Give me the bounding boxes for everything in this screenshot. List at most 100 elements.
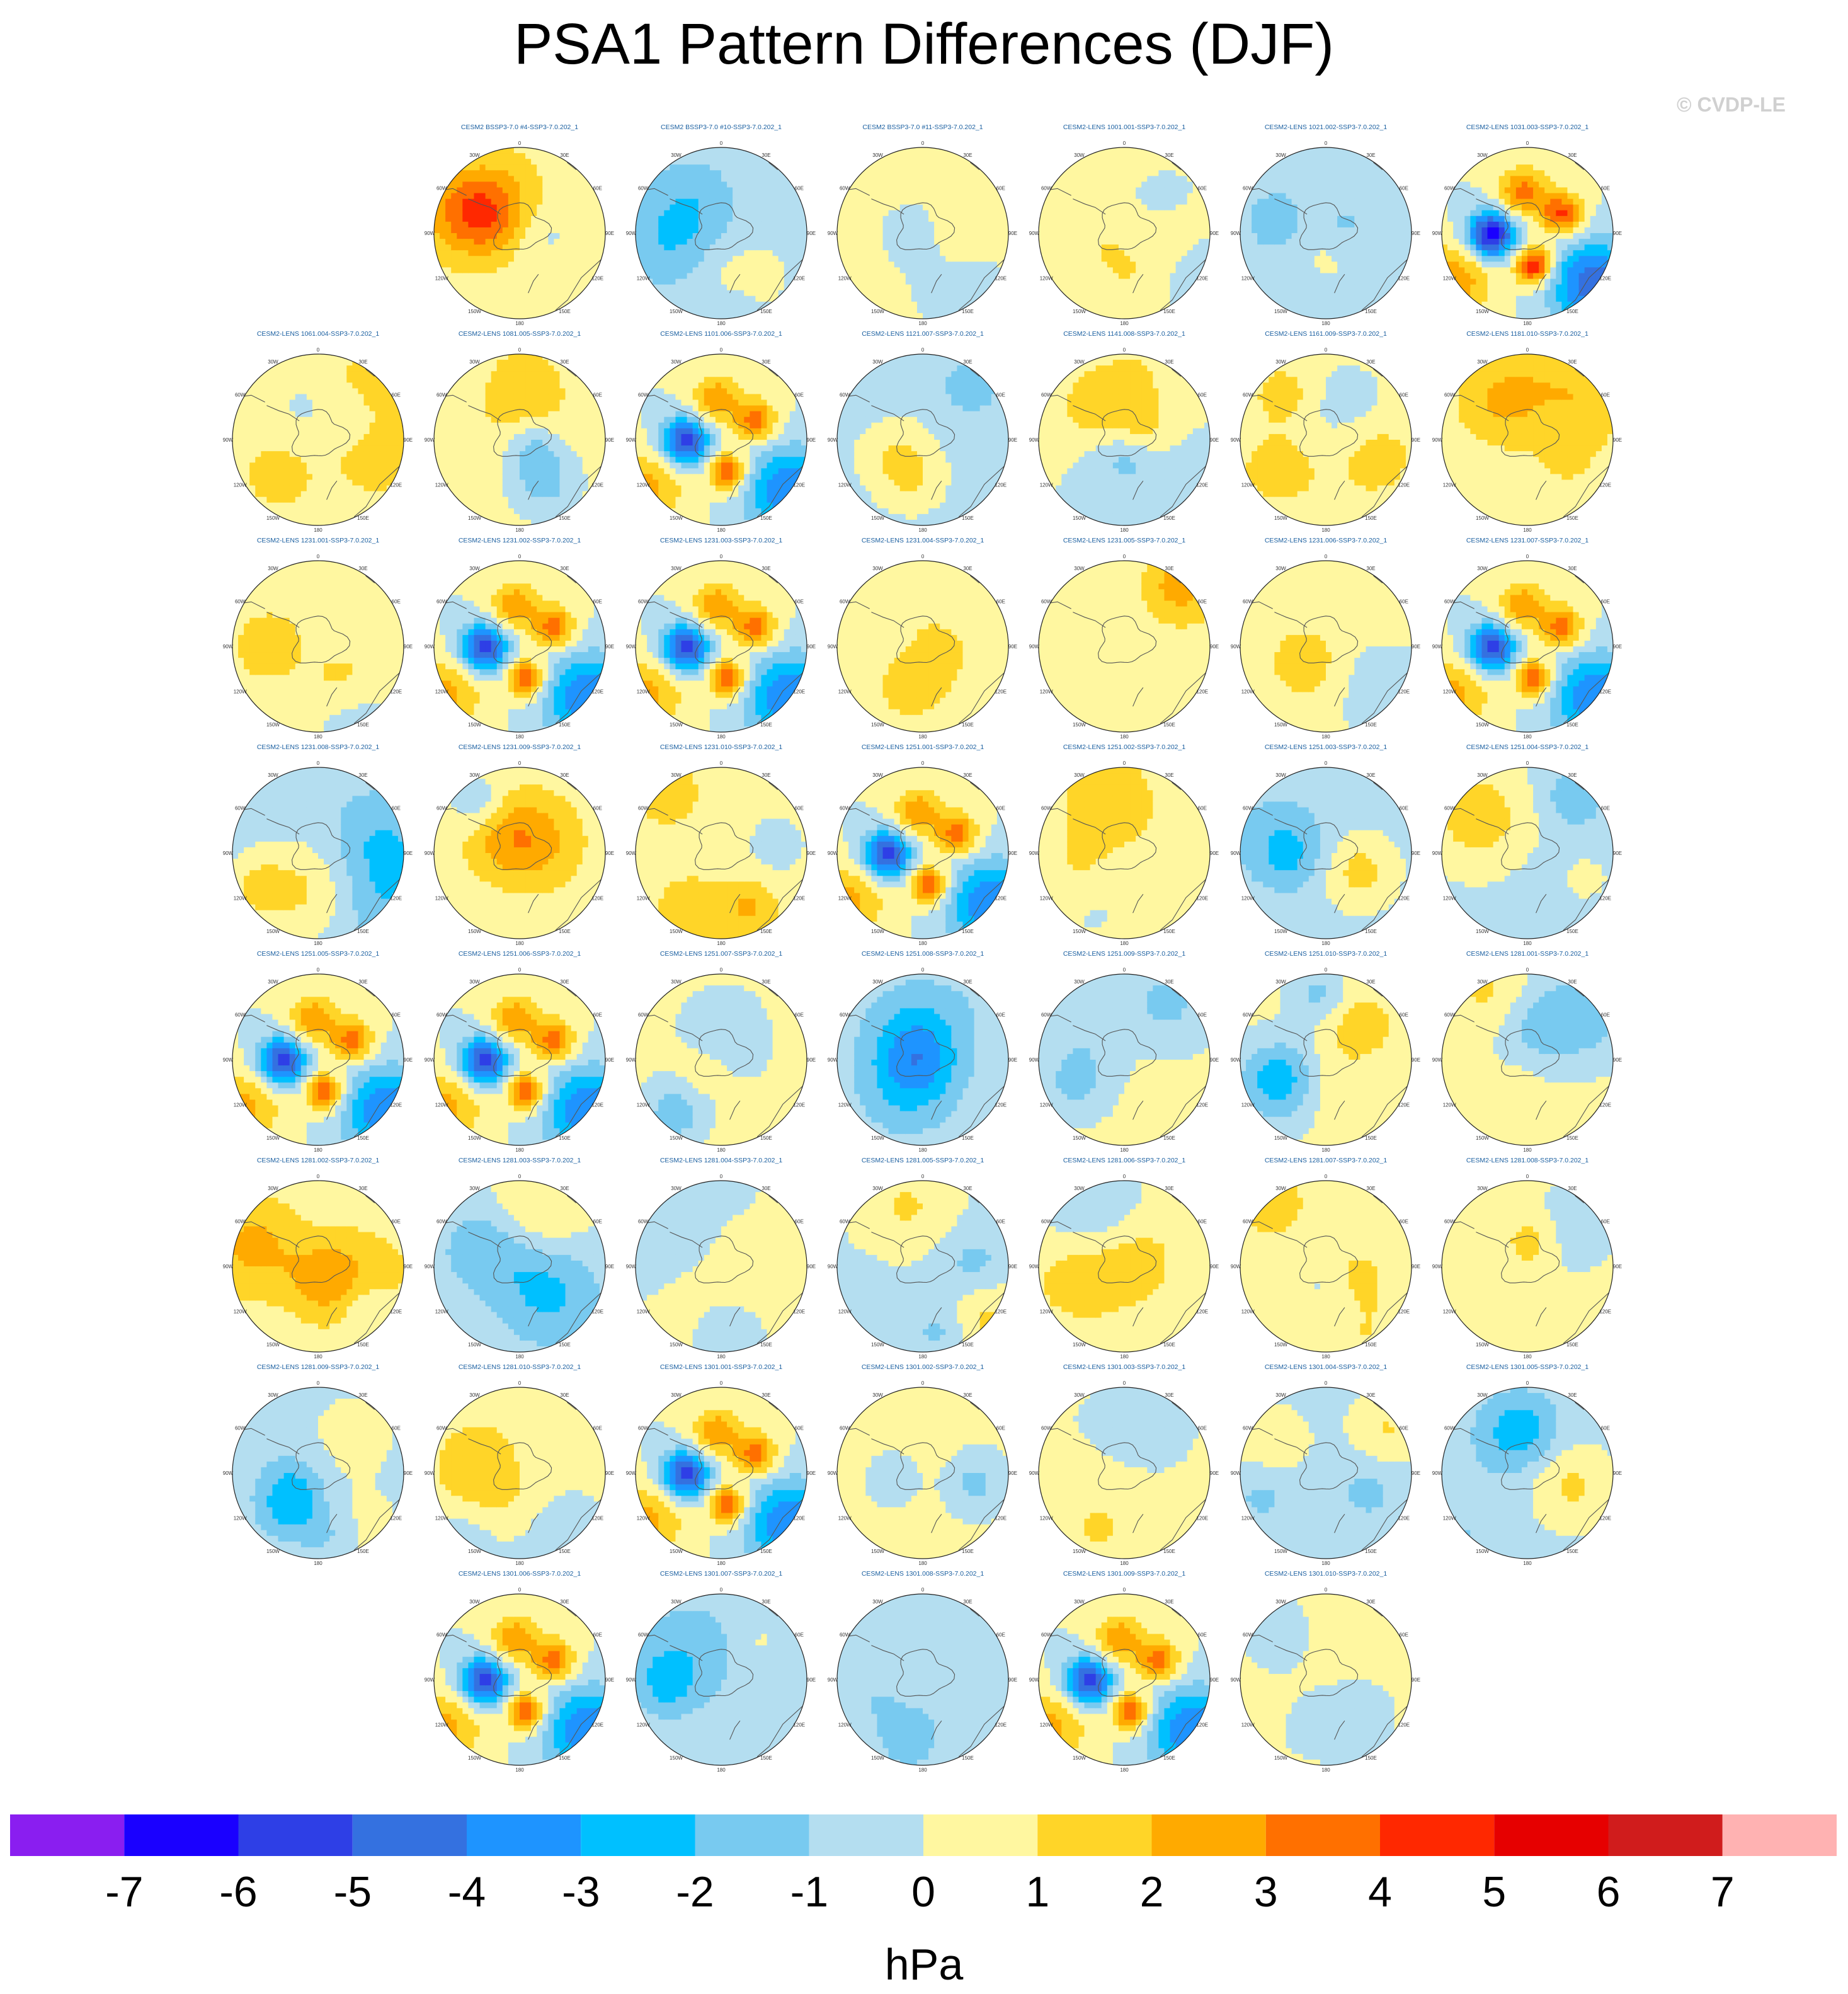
meridian-label: 120W xyxy=(435,483,448,488)
meridian-label: 180 xyxy=(1120,734,1129,740)
meridian-label: 180 xyxy=(918,941,927,946)
map-panel: CESM2-LENS 1301.010-SSP3-7.0.202_1 0 30E 30… xyxy=(1231,1570,1420,1773)
meridian-label: 90W xyxy=(1432,644,1443,650)
meridian-label: 90W xyxy=(1029,437,1040,443)
meridian-label: 30E xyxy=(1366,1186,1375,1191)
meridian-label: 60W xyxy=(840,1426,850,1431)
meridian-label: 150E xyxy=(962,515,974,521)
meridian-label: 180 xyxy=(918,321,927,326)
panel-title: CESM2-LENS 1281.007-SSP3-7.0.202_1 xyxy=(1265,1157,1388,1164)
meridian-label: 60W xyxy=(638,186,649,192)
meridian-label: 120E xyxy=(1196,483,1208,488)
panel-title: CESM2-LENS 1281.010-SSP3-7.0.202_1 xyxy=(459,1363,581,1371)
meridian-label: 60W xyxy=(1444,806,1455,811)
colorbar-tick-label: -3 xyxy=(562,1868,600,1916)
colorbar-swatch xyxy=(923,1814,1038,1856)
meridian-label: 60W xyxy=(1243,186,1253,192)
meridian-label: 90W xyxy=(1231,231,1241,236)
meridian-label: 0 xyxy=(317,1174,320,1179)
meridian-label: 0 xyxy=(720,347,723,353)
meridian-label: 150W xyxy=(266,515,280,521)
meridian-label: 30E xyxy=(761,1599,770,1605)
meridian-label: 150E xyxy=(1566,515,1578,521)
colorbar-tick-label: -4 xyxy=(448,1868,486,1916)
meridian-label: 120W xyxy=(1443,276,1456,282)
meridian-label: 30W xyxy=(1477,1392,1488,1398)
meridian-label: 150W xyxy=(1476,1549,1489,1554)
meridian-label: 0 xyxy=(317,347,320,353)
meridian-label: 90E xyxy=(1210,1264,1219,1269)
meridian-label: 30E xyxy=(1366,359,1375,365)
meridian-label: 120W xyxy=(838,483,852,488)
meridian-label: 60E xyxy=(795,1632,804,1638)
meridian-label: 60W xyxy=(235,1219,246,1225)
meridian-label: 150W xyxy=(871,929,884,934)
meridian-label: 30E xyxy=(358,1392,367,1398)
meridian-label: 30W xyxy=(1074,1392,1085,1398)
meridian-label: 30W xyxy=(469,772,480,778)
meridian-label: 0 xyxy=(518,347,522,353)
colorbar-swatch xyxy=(10,1814,125,1856)
meridian-label: 90E xyxy=(605,1264,614,1269)
meridian-label: 30W xyxy=(268,772,278,778)
meridian-label: 120E xyxy=(1196,1103,1208,1108)
meridian-label: 150E xyxy=(1566,929,1578,934)
map-panel: CESM2-LENS 1061.004-SSP3-7.0.202_1 0 30E 30… xyxy=(223,330,413,533)
meridian-label: 180 xyxy=(515,1147,524,1153)
meridian-label: 90W xyxy=(828,1264,838,1269)
meridian-label: 90E xyxy=(1008,1677,1017,1683)
panel-title: CESM2-LENS 1251.007-SSP3-7.0.202_1 xyxy=(660,950,783,958)
meridian-label: 90W xyxy=(1231,644,1241,650)
map-panel: CESM2-LENS 1301.003-SSP3-7.0.202_1 0 30E 30… xyxy=(1029,1363,1219,1566)
meridian-label: 150E xyxy=(559,1342,571,1348)
meridian-label: 0 xyxy=(720,554,723,559)
map-panel: CESM2 BSSP3-7.0 #4-SSP3-7.0.202_1 0 30E 30W… xyxy=(425,123,614,326)
panel-title: CESM2-LENS 1181.010-SSP3-7.0.202_1 xyxy=(1466,330,1588,338)
meridian-label: 60W xyxy=(436,599,447,605)
meridian-label: 30E xyxy=(1366,152,1375,158)
meridian-label: 30E xyxy=(1568,359,1577,365)
meridian-label: 30E xyxy=(358,1186,367,1191)
panel-title: CESM2-LENS 1101.006-SSP3-7.0.202_1 xyxy=(660,330,782,338)
meridian-label: 180 xyxy=(1321,1354,1330,1360)
meridian-label: 120E xyxy=(995,689,1007,695)
meridian-label: 60W xyxy=(1444,1012,1455,1018)
meridian-label: 0 xyxy=(518,967,522,973)
meridian-label: 60E xyxy=(392,1012,401,1018)
meridian-label: 120W xyxy=(1040,689,1053,695)
meridian-label: 90W xyxy=(223,1264,234,1269)
meridian-label: 30E xyxy=(1165,566,1173,571)
map-panel: CESM2-LENS 1231.008-SSP3-7.0.202_1 0 30E 30… xyxy=(223,743,413,946)
meridian-label: 0 xyxy=(317,967,320,973)
meridian-label: 60W xyxy=(1041,1012,1052,1018)
meridian-label: 30E xyxy=(963,772,972,778)
meridian-label: 90W xyxy=(626,231,637,236)
meridian-label: 30E xyxy=(761,152,770,158)
meridian-label: 150E xyxy=(357,1135,369,1141)
meridian-label: 60E xyxy=(392,1426,401,1431)
meridian-label: 120W xyxy=(234,1309,247,1315)
meridian-label: 150E xyxy=(760,722,772,728)
meridian-label: 90E xyxy=(807,231,816,236)
meridian-label: 150W xyxy=(670,1342,683,1348)
colorbar-swatch xyxy=(1380,1814,1495,1856)
colorbar-tick-label: 2 xyxy=(1140,1868,1164,1916)
meridian-label: 150W xyxy=(1274,1135,1287,1141)
meridian-label: 120W xyxy=(1040,1103,1053,1108)
meridian-label: 0 xyxy=(921,1174,925,1179)
meridian-label: 150E xyxy=(1566,1135,1578,1141)
meridian-label: 120E xyxy=(793,483,805,488)
meridian-label: 180 xyxy=(1321,1767,1330,1773)
meridian-label: 120E xyxy=(1398,896,1410,902)
meridian-label: 60W xyxy=(1243,392,1253,398)
panel-title: CESM2-LENS 1251.006-SSP3-7.0.202_1 xyxy=(459,950,581,958)
meridian-label: 60W xyxy=(1243,1012,1253,1018)
meridian-label: 90E xyxy=(1008,437,1017,443)
meridian-label: 60W xyxy=(436,1012,447,1018)
map-panel: CESM2-LENS 1301.009-SSP3-7.0.202_1 0 30E 30… xyxy=(1029,1570,1219,1773)
meridian-label: 0 xyxy=(720,1587,723,1593)
panel-title: CESM2-LENS 1231.010-SSP3-7.0.202_1 xyxy=(660,743,783,751)
meridian-label: 0 xyxy=(1325,140,1328,146)
meridian-label: 60W xyxy=(638,1219,649,1225)
meridian-label: 60W xyxy=(1041,1426,1052,1431)
